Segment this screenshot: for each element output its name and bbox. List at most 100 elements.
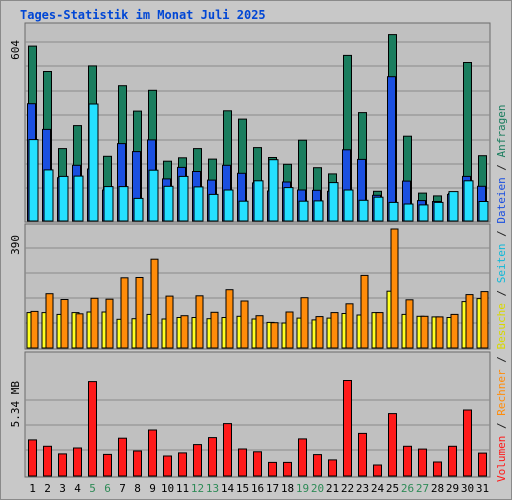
- bar-volumen-day-9: [148, 429, 157, 477]
- bar-volumen-day-8: [133, 450, 142, 477]
- x-tick-label: 21: [326, 482, 339, 495]
- legend-separator: /: [495, 416, 508, 436]
- legend-besuche: Besuche: [495, 303, 508, 349]
- x-tick-label: 18: [281, 482, 294, 495]
- bar-volumen-day-3: [58, 453, 67, 477]
- bar-volumen-day-12: [193, 444, 202, 477]
- bar-rechner-day-16: [255, 315, 264, 349]
- x-tick-label: 23: [356, 482, 369, 495]
- legend-separator: /: [495, 224, 508, 244]
- bar-rechner-day-26: [405, 299, 414, 349]
- bar-rechner-day-24: [375, 312, 384, 349]
- bar-seiten-day-28: [433, 201, 444, 222]
- bar-volumen-day-4: [73, 447, 82, 477]
- bar-seiten-day-18: [283, 187, 294, 222]
- x-tick-label: 20: [311, 482, 324, 495]
- bar-volumen-day-23: [358, 432, 367, 477]
- bar-seiten-day-23: [358, 199, 369, 222]
- bar-rechner-day-13: [210, 311, 219, 349]
- bar-volumen-day-7: [118, 437, 127, 477]
- x-tick-label: 17: [266, 482, 279, 495]
- legend-separator: /: [495, 350, 508, 370]
- bar-seiten-day-17: [268, 159, 279, 222]
- bar-volumen-day-10: [163, 455, 172, 477]
- bar-volumen-day-28: [433, 461, 442, 477]
- x-tick-label: 26: [401, 482, 414, 495]
- bar-seiten-day-14: [223, 189, 234, 222]
- bar-seiten-day-22: [343, 189, 354, 222]
- bar-volumen-day-5: [88, 381, 97, 477]
- bar-rechner-day-29: [450, 313, 459, 349]
- x-tick-label: 6: [104, 482, 111, 495]
- bar-seiten-day-12: [193, 186, 204, 222]
- x-tick-label: 10: [161, 482, 174, 495]
- bar-volumen-day-31: [478, 452, 487, 477]
- bar-seiten-day-20: [313, 200, 324, 222]
- x-tick-label: 27: [416, 482, 429, 495]
- bar-volumen-day-15: [238, 448, 247, 477]
- bar-volumen-day-29: [448, 445, 457, 477]
- bar-volumen-day-27: [418, 448, 427, 477]
- bar-rechner-day-31: [480, 291, 489, 349]
- bar-volumen-day-19: [298, 438, 307, 477]
- legend-dateien: Dateien: [495, 177, 508, 223]
- bar-volumen-day-25: [388, 413, 397, 477]
- bar-seiten-day-13: [208, 193, 219, 222]
- x-tick-label: 5: [89, 482, 96, 495]
- bar-volumen-day-22: [343, 380, 352, 477]
- bar-seiten-day-27: [418, 204, 429, 222]
- bar-rechner-day-27: [420, 315, 429, 349]
- bar-rechner-day-21: [330, 312, 339, 349]
- legend-anfragen: Anfragen: [495, 104, 508, 157]
- bar-seiten-day-6: [103, 186, 114, 222]
- bar-volumen-day-24: [373, 464, 382, 477]
- bar-seiten-day-2: [43, 169, 54, 222]
- bar-volumen-day-6: [103, 453, 112, 477]
- bar-seiten-day-26: [403, 203, 414, 222]
- bar-seiten-day-7: [118, 186, 129, 222]
- bar-seiten-day-19: [298, 200, 309, 222]
- bar-volumen-day-2: [43, 445, 52, 477]
- bar-rechner-day-8: [135, 277, 144, 349]
- bar-seiten-day-24: [373, 196, 384, 222]
- bar-rechner-day-15: [240, 300, 249, 349]
- bar-volumen-day-1: [28, 439, 37, 477]
- y-max-label: 604: [9, 40, 22, 60]
- bar-seiten-day-4: [73, 175, 84, 222]
- x-tick-label: 2: [44, 482, 51, 495]
- bar-rechner-day-11: [180, 315, 189, 349]
- bar-volumen-day-18: [283, 461, 292, 477]
- bar-rechner-day-9: [150, 258, 159, 349]
- bar-rechner-day-14: [225, 289, 234, 349]
- legend-separator: /: [495, 157, 508, 177]
- bar-rechner-day-30: [465, 294, 474, 349]
- bar-volumen-day-26: [403, 445, 412, 477]
- x-tick-label: 29: [446, 482, 459, 495]
- bar-seiten-day-16: [253, 180, 264, 222]
- bar-seiten-day-29: [448, 191, 459, 222]
- bar-rechner-day-22: [345, 303, 354, 349]
- bar-rechner-day-6: [105, 298, 114, 349]
- bar-seiten-day-9: [148, 169, 159, 222]
- bar-rechner-day-18: [285, 311, 294, 349]
- x-tick-label: 12: [191, 482, 204, 495]
- bar-rechner-day-23: [360, 274, 369, 349]
- bar-rechner-day-17: [270, 322, 279, 349]
- bar-volumen-day-20: [313, 454, 322, 477]
- bar-rechner-day-12: [195, 295, 204, 349]
- bar-seiten-day-11: [178, 175, 189, 222]
- bar-rechner-day-4: [75, 313, 84, 349]
- bar-rechner-day-3: [60, 299, 69, 349]
- x-tick-label: 8: [134, 482, 141, 495]
- bar-rechner-day-19: [300, 297, 309, 349]
- bar-volumen-day-30: [463, 409, 472, 477]
- bar-volumen-day-16: [253, 451, 262, 477]
- bar-seiten-day-10: [163, 185, 174, 222]
- y-max-label: 5.34 MB: [9, 381, 22, 428]
- legend-separator: /: [495, 283, 508, 303]
- bar-seiten-day-21: [328, 182, 339, 222]
- x-tick-label: 11: [176, 482, 189, 495]
- bar-rechner-day-7: [120, 277, 129, 349]
- bar-seiten-day-5: [88, 103, 99, 222]
